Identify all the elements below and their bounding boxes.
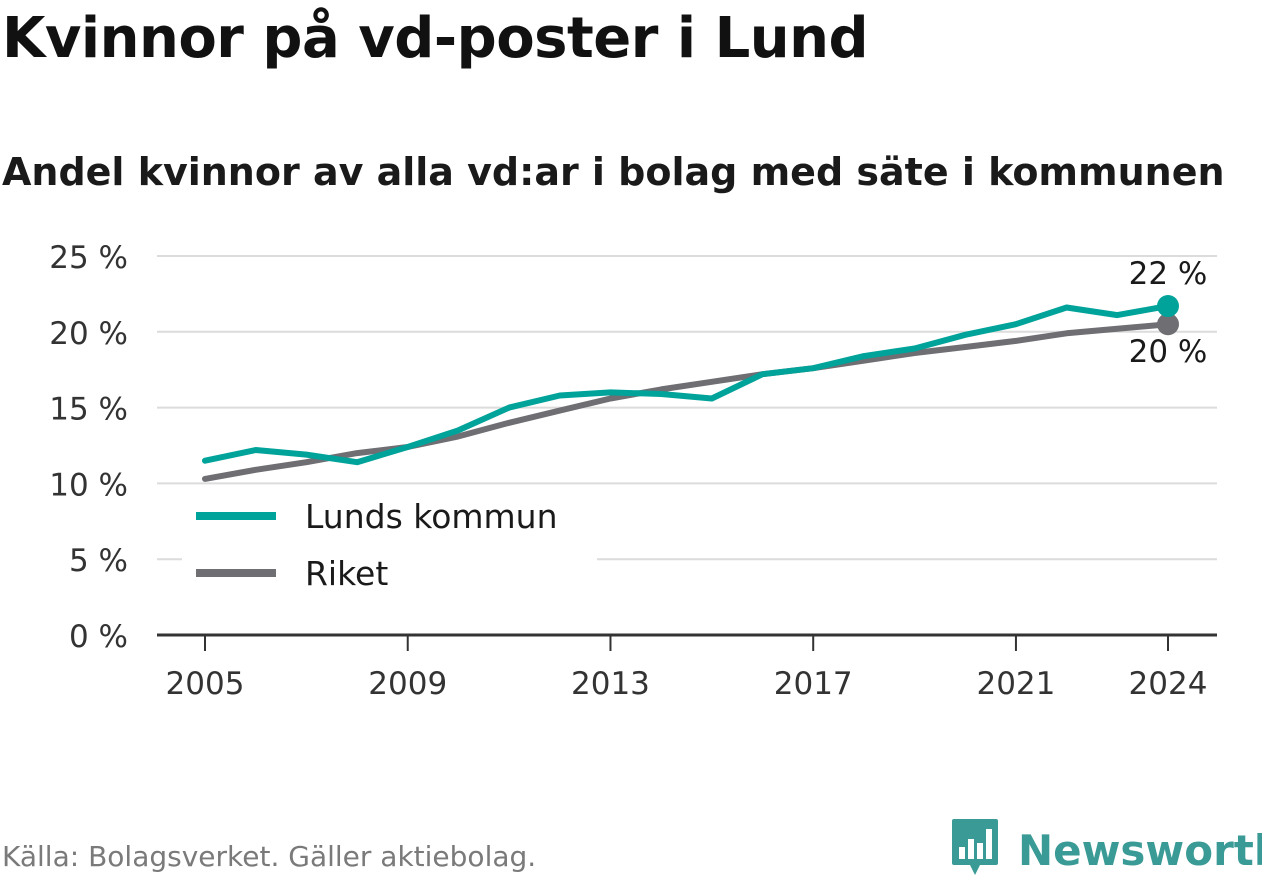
- end-labels: 22 % 20 %: [1129, 256, 1208, 370]
- series-layer: [202, 295, 1179, 482]
- legend-label: Lunds kommun: [305, 497, 558, 536]
- series-line: [202, 321, 1171, 482]
- x-tick-label: 2005: [166, 666, 245, 702]
- series-end-label: 22 %: [1129, 256, 1208, 292]
- y-axis-ticks: 0 % 5 % 10 % 15 % 20 % 25 %: [49, 240, 128, 655]
- y-tick-label: 15 %: [49, 392, 128, 428]
- series-end-point: [1157, 295, 1179, 318]
- x-tick-label: 2024: [1129, 666, 1208, 702]
- y-tick-label: 0 %: [69, 619, 128, 655]
- y-tick-label: 10 %: [49, 467, 128, 503]
- x-axis: 2005 2009 2013 2017 2021 2024: [157, 633, 1217, 702]
- x-tick-label: 2021: [976, 666, 1055, 702]
- series-end-label: 20 %: [1129, 334, 1208, 370]
- y-tick-label: 5 %: [69, 543, 128, 579]
- chart-subtitle: Andel kvinnor av alla vd:ar i bolag med …: [2, 150, 1225, 194]
- bar-chart-logo-icon: [950, 817, 1000, 883]
- chart-title: Kvinnor på vd-poster i Lund: [2, 6, 869, 71]
- x-tick-label: 2009: [368, 666, 447, 702]
- legend: Lunds kommun Riket: [182, 486, 597, 604]
- legend-background: [182, 486, 597, 604]
- series-line: [202, 303, 1171, 466]
- source-note: Källa: Bolagsverket. Gäller aktiebolag.: [2, 840, 537, 873]
- series-end-point: [1157, 313, 1179, 336]
- y-tick-label: 20 %: [49, 316, 128, 352]
- x-tick-label: 2013: [571, 666, 650, 702]
- brand-logo[interactable]: Newsworthy: [950, 818, 1262, 882]
- brand-name: Newsworthy: [1018, 825, 1262, 875]
- y-tick-label: 25 %: [49, 240, 128, 276]
- legend-label: Riket: [305, 554, 388, 593]
- x-tick-label: 2017: [774, 666, 853, 702]
